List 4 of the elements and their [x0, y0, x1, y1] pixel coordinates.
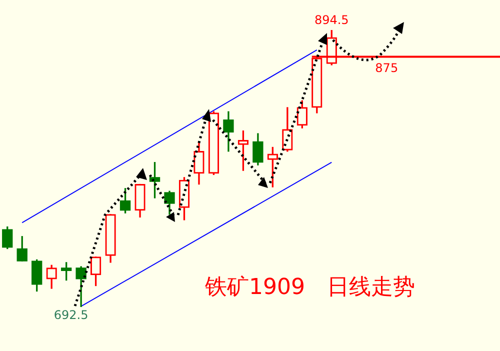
annotation: 894.5: [314, 13, 349, 28]
text: 692.5: [54, 308, 88, 322]
ref-line-label: 875: [375, 60, 398, 75]
text: 铁矿1909 日线走势: [205, 274, 415, 302]
